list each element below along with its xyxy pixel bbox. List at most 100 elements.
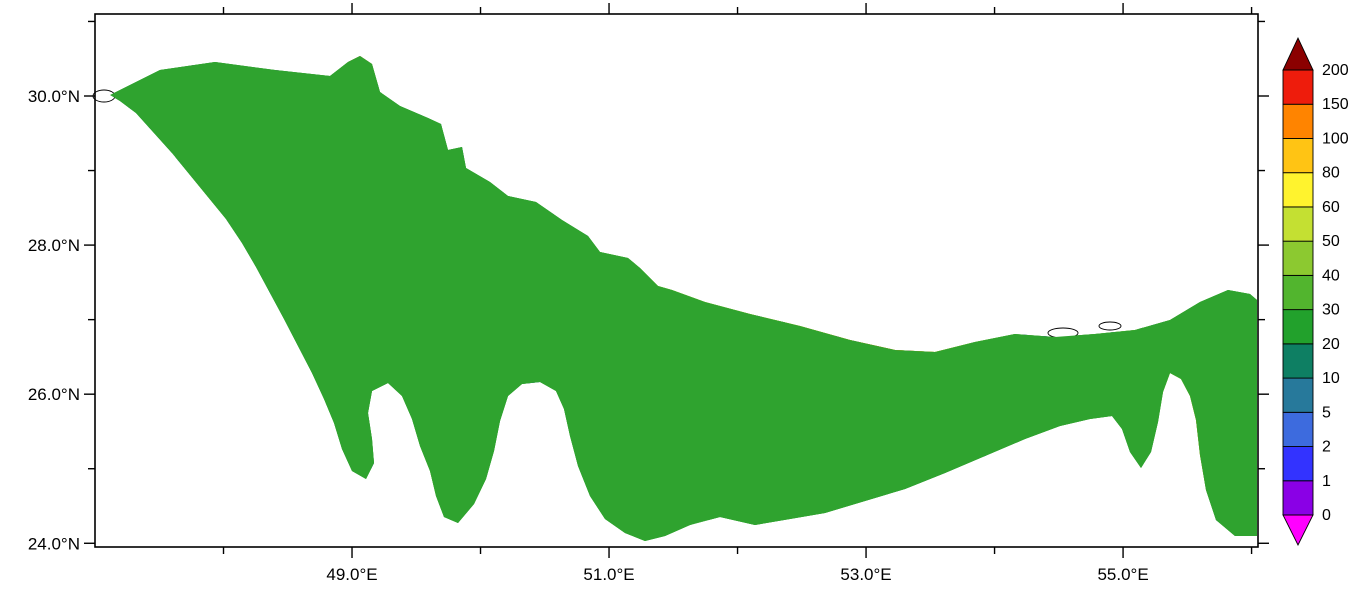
speckle xyxy=(390,459,396,465)
colorbar-band xyxy=(1282,274,1314,311)
colorbar-label: 1 xyxy=(1322,473,1331,490)
speckle xyxy=(1116,447,1124,455)
colorbar-label: 30 xyxy=(1322,302,1340,319)
speckle xyxy=(118,170,122,175)
colorbar-over-arrow xyxy=(1282,36,1314,71)
colorbar-band xyxy=(1282,343,1314,379)
speckle xyxy=(1108,429,1113,434)
plot-frame xyxy=(94,13,1259,548)
speckle xyxy=(201,225,208,232)
colorbar-label: 5 xyxy=(1322,404,1331,421)
white-speckle xyxy=(131,204,138,211)
speckle xyxy=(1193,439,1197,444)
speckle xyxy=(172,231,180,239)
speckle xyxy=(989,333,994,339)
speckle xyxy=(168,200,176,208)
colorbar-label: 0 xyxy=(1322,507,1331,524)
speckle xyxy=(784,528,788,533)
speckle xyxy=(486,473,491,478)
speckle xyxy=(187,231,194,238)
colorbar-band xyxy=(1282,446,1314,482)
speckle xyxy=(1211,515,1215,519)
speckle xyxy=(112,282,118,288)
speckle xyxy=(381,445,388,453)
speckle xyxy=(1179,390,1186,397)
colorbar-label: 80 xyxy=(1322,165,1340,182)
colorbar-label: 100 xyxy=(1322,130,1349,147)
colorbar-band xyxy=(1282,138,1314,174)
speckle xyxy=(583,496,587,499)
speckle xyxy=(1115,439,1123,447)
speckle xyxy=(896,527,901,532)
white-speckle xyxy=(163,151,169,156)
speckle xyxy=(941,494,947,501)
speckle xyxy=(968,336,976,343)
gulf-field xyxy=(92,55,1258,542)
speckle xyxy=(503,187,507,191)
speckle xyxy=(500,430,506,437)
axis-labels: 49.0°E 51.0°E 53.0°E 55.0°E 30.0°N 28.0°N 26.0… xyxy=(28,87,1149,584)
speckle xyxy=(207,284,212,290)
speckle xyxy=(1132,310,1138,316)
colorbar-label: 2 xyxy=(1322,439,1331,456)
colorbar-band xyxy=(1282,309,1314,345)
speckle xyxy=(167,231,174,239)
speckle xyxy=(155,171,159,175)
colorbar-label: 60 xyxy=(1322,199,1340,216)
colorbar-band xyxy=(1282,206,1314,242)
speckle xyxy=(384,430,390,436)
speckle xyxy=(495,449,499,453)
speckle xyxy=(1002,319,1009,326)
x-tick-label: 53.0°E xyxy=(840,565,891,584)
speckle xyxy=(1211,288,1216,294)
speckle xyxy=(245,281,249,285)
colorbar-label: 10 xyxy=(1322,370,1340,387)
speckle xyxy=(372,471,377,476)
x-tick-label: 49.0°E xyxy=(326,565,377,584)
colorbar: 0 1 2 5 10 20 30 40 50 60 80 100 150 200 xyxy=(1282,36,1349,547)
colorbar-label: 40 xyxy=(1322,267,1340,284)
y-tick-label: 28.0°N xyxy=(28,236,80,255)
speckle xyxy=(211,293,215,296)
speckle xyxy=(165,238,169,242)
axis-ticks xyxy=(84,3,1269,558)
colorbar-band xyxy=(1282,377,1314,413)
speckle xyxy=(463,152,470,159)
colorbar-band xyxy=(1282,69,1314,105)
axes: 49.0°E 51.0°E 53.0°E 55.0°E 30.0°N 28.0°N 26.0… xyxy=(28,3,1269,584)
speckle xyxy=(1119,456,1123,460)
colorbar-label: 150 xyxy=(1322,96,1349,113)
speckle xyxy=(140,269,145,273)
speckle xyxy=(947,317,955,324)
speckle xyxy=(137,285,143,290)
speckle xyxy=(374,437,382,445)
colorbar-label: 50 xyxy=(1322,233,1340,250)
x-tick-label: 51.0°E xyxy=(583,565,634,584)
speckle xyxy=(1215,522,1219,526)
speckle xyxy=(1171,383,1176,388)
speckle xyxy=(139,283,143,288)
speckle xyxy=(348,494,354,500)
speckle xyxy=(1200,482,1204,486)
speckle xyxy=(512,393,520,401)
speckle xyxy=(917,503,922,508)
speckle xyxy=(403,418,409,424)
speckle xyxy=(452,136,459,144)
y-tick-label: 30.0°N xyxy=(28,87,80,106)
speckle xyxy=(1049,319,1054,323)
x-tick-label: 55.0°E xyxy=(1097,565,1148,584)
speckle xyxy=(496,462,501,466)
speckle xyxy=(1159,317,1165,323)
speckle xyxy=(251,297,254,301)
speckle xyxy=(389,453,397,461)
colorbar-label: 200 xyxy=(1322,62,1349,79)
y-tick-label: 26.0°N xyxy=(28,385,80,404)
speckle xyxy=(482,491,487,496)
speckle xyxy=(493,476,498,481)
speckle xyxy=(958,318,965,324)
speckle xyxy=(173,173,180,181)
speckle xyxy=(207,285,211,288)
speckle xyxy=(382,433,389,440)
